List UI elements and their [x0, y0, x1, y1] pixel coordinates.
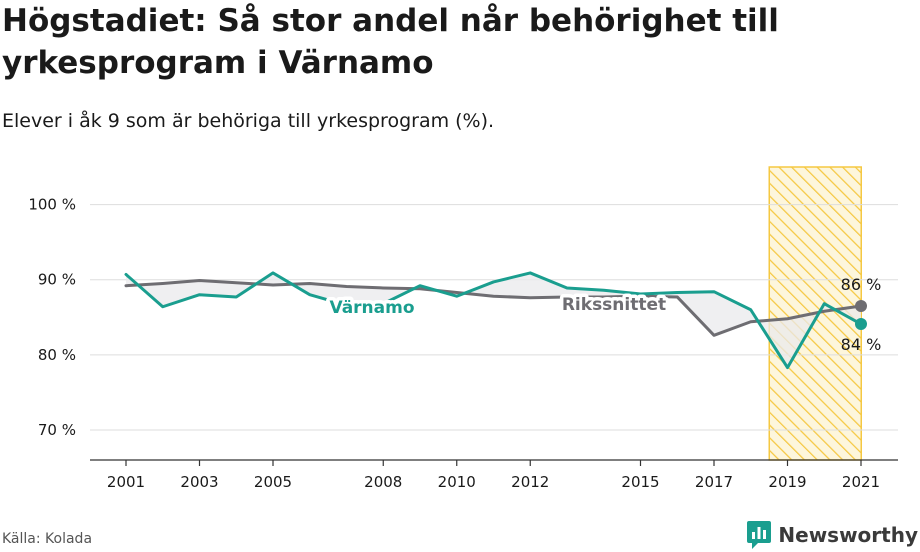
x-tick-label: 2010	[438, 473, 476, 491]
y-tick-label: 100 %	[28, 196, 76, 214]
series-line-rikssnittet	[124, 278, 863, 337]
end-value-rikssnittet: 86 %	[841, 275, 882, 294]
line-chart: 70 % 80 % 90 % 100 % 2001 2003 2005 2008 2010 201…	[28, 166, 898, 491]
y-tick-label: 70 %	[38, 421, 76, 439]
series-line-varnamo	[124, 271, 863, 370]
series-label-varnamo-halo: Värnamo	[329, 298, 414, 318]
brand-logo: Newsworthy	[746, 519, 918, 551]
x-tick-label: 2003	[180, 473, 218, 491]
endpoint-varnamo	[855, 318, 867, 331]
source-note: Källa: Kolada	[2, 531, 93, 547]
newsworthy-logo-icon	[747, 521, 772, 549]
x-tick-label: 2012	[511, 473, 549, 491]
series-label-rikssnittet-halo: Rikssnittet	[562, 295, 666, 315]
x-tick-label: 2001	[107, 473, 145, 491]
y-tick-label: 90 %	[38, 271, 76, 289]
x-tick-label: 2017	[695, 473, 733, 491]
brand-name: Newsworthy	[778, 523, 918, 547]
series-label-varnamo: Värnamo	[329, 298, 414, 318]
x-tick-label: 2005	[254, 473, 292, 491]
chart-subtitle: Elever i åk 9 som är behöriga till yrkes…	[2, 110, 495, 132]
x-tick-label: 2015	[621, 473, 659, 491]
endpoint-rikssnittet	[855, 299, 867, 312]
y-tick-label: 80 %	[38, 346, 76, 364]
series-label-rikssnittet: Rikssnittet	[562, 295, 666, 315]
x-tick-label: 2019	[768, 473, 806, 491]
x-tick-label: 2008	[364, 473, 402, 491]
chart-title: Högstadiet: Så stor andel når behörighet…	[2, 3, 779, 81]
end-value-varnamo: 84 %	[841, 335, 882, 354]
x-tick-label: 2021	[842, 473, 880, 491]
